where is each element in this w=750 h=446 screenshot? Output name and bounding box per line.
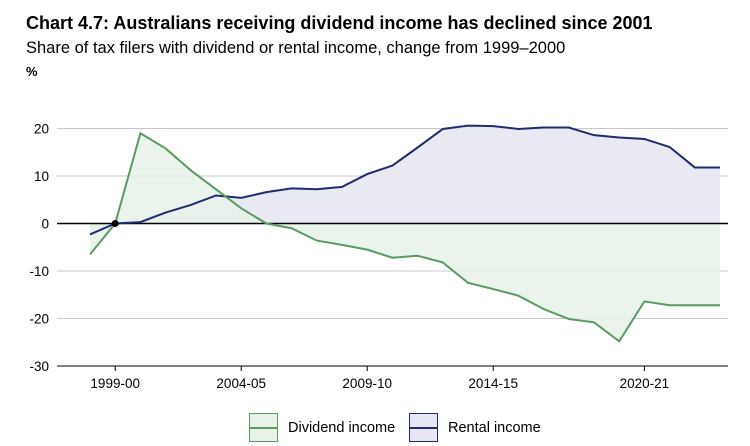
x-tick-label: 2014-15 [468,376,518,391]
legend-line-dividend [250,427,277,429]
y-axis-unit-label: % [26,64,38,79]
x-tick-label: 2004-05 [216,376,266,391]
series-lines [57,124,728,343]
x-tick-label: 1999-00 [90,376,140,391]
y-tick-label: -10 [29,264,49,279]
y-tick-label: -30 [29,359,49,374]
dividend-income-area [90,133,720,342]
legend-label-rental: Rental income [448,420,541,436]
legend-line-rental [410,427,437,429]
legend-swatch-dividend [249,413,278,442]
legend-swatch-rental [409,413,438,442]
x-tick-label: 2009-10 [342,376,392,391]
rental-income-line [89,124,720,236]
legend-label-dividend: Dividend income [288,420,396,436]
y-tick-label: -20 [29,312,49,327]
chart-plot: 20 10 0 -10 -20 -30 1999-00 2004-05 2009-10 2014… [29,122,728,391]
chart-subtitle: Share of tax filers with dividend or ren… [26,39,566,57]
dividend-income-line [89,131,720,343]
legend: Dividend income Rental income [0,413,750,445]
rental-income-area [90,125,720,235]
chart-title: Chart 4.7: Australians receiving dividen… [26,13,653,33]
y-tick-label: 10 [34,169,49,184]
x-axis: 1999-00 2004-05 2009-10 2014-15 2020-21 [90,366,669,391]
base-year-marker [111,220,119,227]
y-tick-label: 20 [34,122,49,137]
y-tick-label: 0 [41,217,49,232]
series-areas [90,125,720,342]
x-tick-label: 2020-21 [620,376,670,391]
y-tick-labels: 20 10 0 -10 -20 -30 [29,122,49,375]
